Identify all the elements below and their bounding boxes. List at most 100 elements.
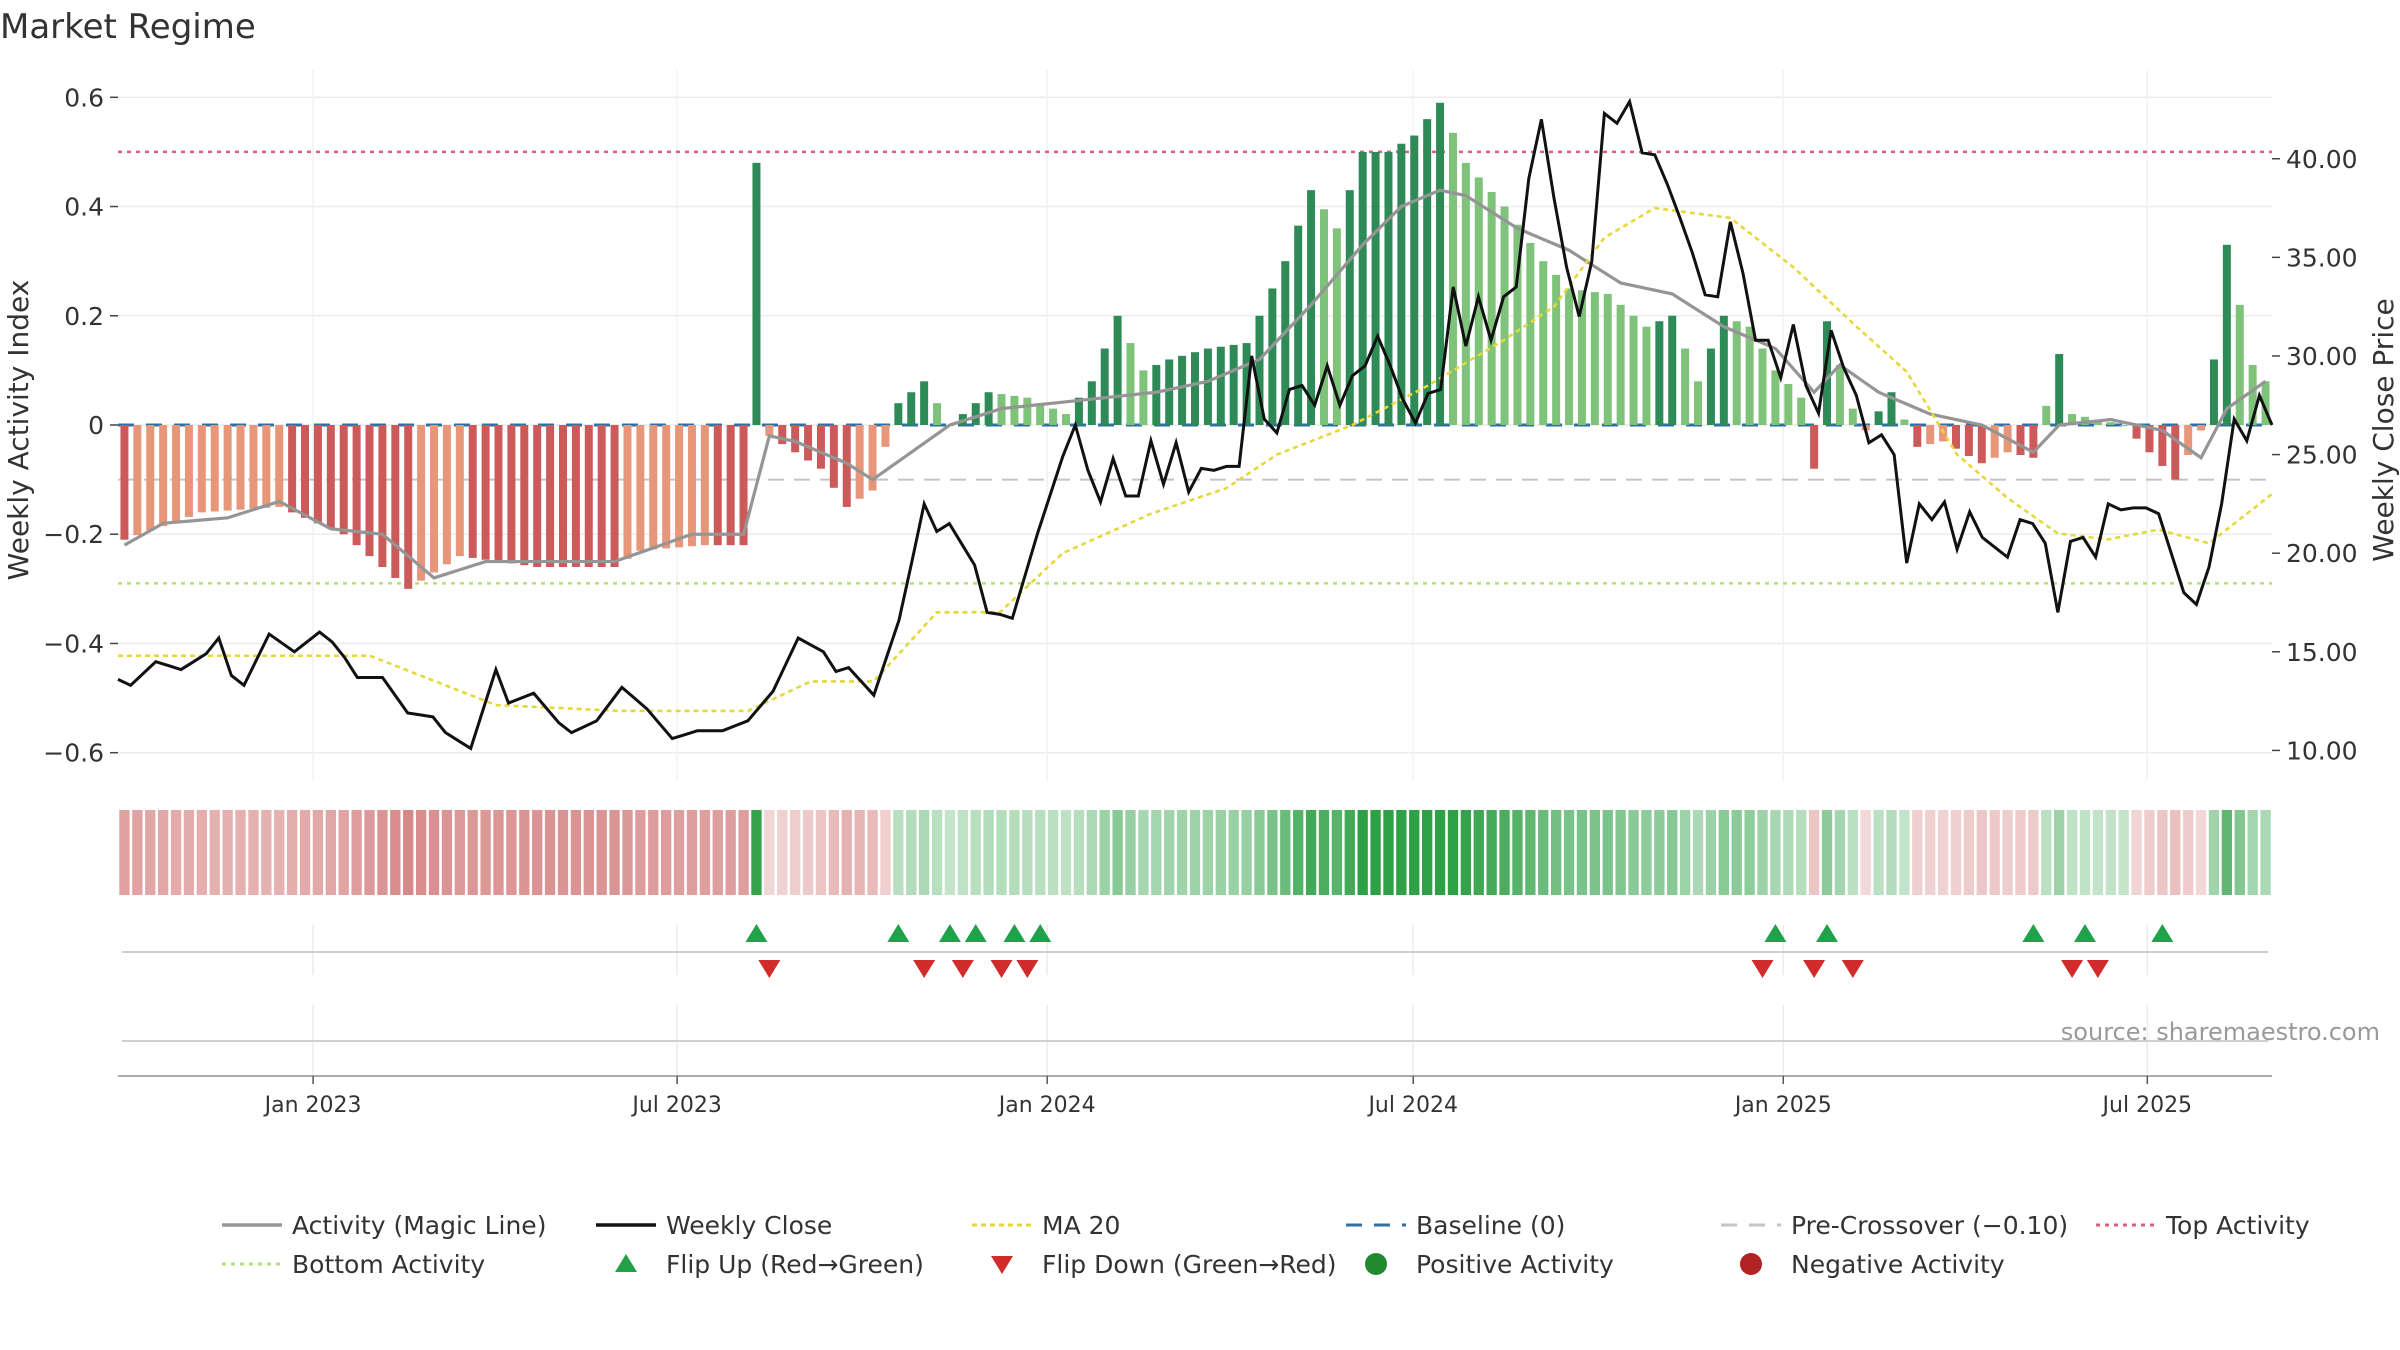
activity-bar bbox=[2132, 425, 2141, 439]
heat-strip-cell bbox=[1228, 810, 1239, 895]
activity-bar bbox=[1964, 425, 1973, 456]
legend-item-baseline: Baseline (0) bbox=[1346, 1211, 1565, 1240]
x-tick-label: Jul 2025 bbox=[2101, 1093, 2193, 1118]
activity-bar bbox=[417, 425, 426, 581]
activity-bar bbox=[146, 425, 155, 531]
activity-bar bbox=[1732, 321, 1741, 425]
activity-bar bbox=[1139, 370, 1148, 425]
heat-strip-cell bbox=[2028, 810, 2039, 895]
heat-strip-cell bbox=[532, 810, 543, 895]
activity-bar bbox=[1926, 425, 1935, 445]
activity-bar bbox=[1977, 425, 1986, 464]
heat-strip-cell bbox=[248, 810, 259, 895]
source-label: source: sharemaestro.com bbox=[2061, 1018, 2380, 1046]
heat-strip-cell bbox=[751, 810, 762, 895]
activity-bar bbox=[326, 425, 335, 529]
activity-bar bbox=[1371, 151, 1380, 425]
heat-strip-cell bbox=[119, 810, 130, 895]
left-tick-label: 0.6 bbox=[64, 83, 104, 112]
heat-strip-cell bbox=[1654, 810, 1665, 895]
activity-bar bbox=[855, 425, 864, 499]
left-y-axis: 0.6 0.4 0.2 0 −0.2 −0.4 −0.6 bbox=[43, 83, 118, 768]
activity-bar bbox=[507, 425, 516, 564]
heat-strip-cell bbox=[196, 810, 207, 895]
heat-strip-cell bbox=[880, 810, 891, 895]
flip-down-marker bbox=[1016, 960, 1039, 978]
activity-bar bbox=[2119, 425, 2128, 426]
heat-strip-cell bbox=[1060, 810, 1072, 895]
activity-bar bbox=[1023, 397, 1032, 425]
heat-strip-cell bbox=[1151, 810, 1162, 895]
heat-strip-cell bbox=[364, 810, 375, 895]
heat-strip-cell bbox=[828, 810, 840, 895]
activity-bar bbox=[1436, 102, 1445, 426]
activity-bar bbox=[2171, 425, 2180, 480]
activity-bar bbox=[1784, 384, 1793, 425]
heat-strip-cell bbox=[983, 810, 994, 895]
activity-bar bbox=[2235, 304, 2244, 425]
heat-strip-cell bbox=[648, 810, 659, 895]
activity-bar bbox=[778, 425, 787, 445]
heat-strip-cell bbox=[132, 810, 143, 895]
heat-strip-cell bbox=[274, 810, 285, 895]
heat-strip-cell bbox=[1486, 810, 1497, 895]
activity-bar bbox=[1900, 419, 1909, 425]
activity-bar bbox=[378, 425, 387, 567]
heat-strip-cell bbox=[222, 810, 233, 895]
heat-strip-cell bbox=[1267, 810, 1278, 895]
heat-strip-cell bbox=[1189, 810, 1201, 895]
regime-heat-strip bbox=[119, 810, 2271, 895]
flip-down-marker bbox=[913, 960, 936, 978]
heat-strip-cell bbox=[428, 810, 440, 895]
heat-strip-cell bbox=[1860, 810, 1871, 895]
heat-strip-cell bbox=[893, 810, 904, 895]
activity-bar bbox=[197, 425, 206, 513]
legend-item-pre: Pre-Crossover (−0.10) bbox=[1721, 1211, 2068, 1240]
flip-down-marker bbox=[990, 960, 1013, 978]
heat-strip-cell bbox=[1705, 810, 1717, 895]
heat-strip-cell bbox=[583, 810, 594, 895]
heat-strip-cell bbox=[519, 810, 530, 895]
chart-title: Market Regime bbox=[0, 7, 256, 47]
activity-bar bbox=[1797, 397, 1806, 425]
heat-strip-cell bbox=[931, 810, 943, 895]
legend-label: Negative Activity bbox=[1791, 1250, 2005, 1279]
activity-bar bbox=[1332, 228, 1341, 425]
heat-strip-cell bbox=[2131, 810, 2142, 895]
heat-strip-cell bbox=[2041, 810, 2052, 895]
activity-bar bbox=[1951, 425, 1960, 449]
heat-strip-cell bbox=[738, 810, 749, 895]
heat-strip-cell bbox=[2054, 810, 2065, 895]
left-axis-label: Weekly Activity Index bbox=[2, 280, 35, 581]
heat-strip-cell bbox=[1821, 810, 1833, 895]
activity-bar bbox=[842, 425, 851, 507]
heat-strip-cell bbox=[777, 810, 788, 895]
heat-strip-cell bbox=[1550, 810, 1562, 895]
legend-label: Weekly Close bbox=[666, 1211, 832, 1240]
activity-bar bbox=[971, 403, 980, 425]
heat-strip-cell bbox=[1280, 810, 1291, 895]
activity-bar bbox=[636, 425, 645, 551]
activity-bar bbox=[2248, 364, 2257, 425]
activity-bar bbox=[1835, 364, 1844, 425]
activity-bar bbox=[1500, 206, 1509, 425]
activity-bar bbox=[1358, 151, 1367, 425]
activity-bar bbox=[791, 425, 800, 453]
heat-strip-cell bbox=[1009, 810, 1020, 895]
activity-bar bbox=[2145, 425, 2154, 453]
heat-strip-cell bbox=[1989, 810, 2000, 895]
activity-bar bbox=[1384, 151, 1393, 425]
flip-up-marker bbox=[2151, 924, 2174, 942]
legend-item-pos: Positive Activity bbox=[1365, 1250, 1614, 1279]
heat-strip-cell bbox=[815, 810, 827, 895]
activity-bar bbox=[1242, 343, 1251, 425]
activity-bar bbox=[610, 425, 619, 567]
activity-bar bbox=[2106, 422, 2115, 425]
activity-bar bbox=[816, 425, 825, 469]
activity-bar bbox=[365, 425, 374, 557]
heat-strip-cell bbox=[1576, 810, 1588, 895]
heat-strip-cell bbox=[1473, 810, 1484, 895]
activity-bar bbox=[430, 425, 439, 573]
left-tick-label: −0.4 bbox=[43, 629, 104, 658]
